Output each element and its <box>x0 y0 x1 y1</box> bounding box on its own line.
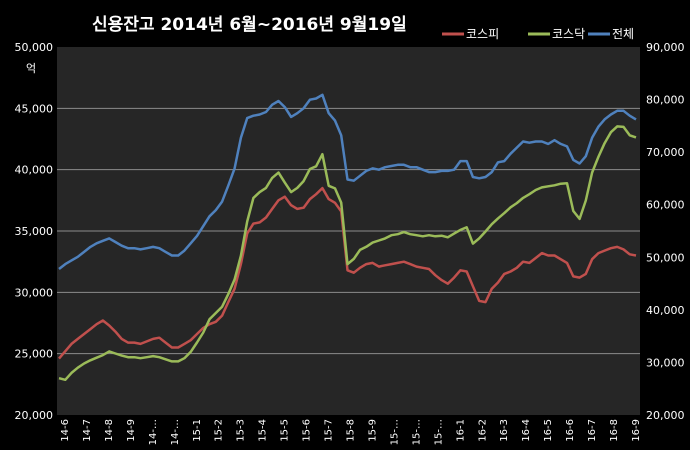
x-tick-label: 14-… <box>170 419 181 445</box>
x-tick-label: 15-3 <box>236 419 247 442</box>
x-tick-label: 14-7 <box>82 419 93 442</box>
x-tick-label: 16-7 <box>587 419 598 442</box>
x-tick-label: 14-8 <box>104 419 115 442</box>
series-line <box>58 186 637 360</box>
right-tick-label: 60,000 <box>646 199 685 212</box>
left-tick-label: 45,000 <box>15 102 54 115</box>
right-tick-label: 50,000 <box>646 251 685 264</box>
chart-title: 신용잔고 2014년 6월~2016년 9월19일 <box>92 15 407 35</box>
x-tick-label: 16-3 <box>499 419 510 442</box>
x-tick-label: 16-5 <box>543 419 554 442</box>
x-tick-label: 16-8 <box>609 419 620 442</box>
left-axis-ticks: 20,000 25,000 30,000 35,000 40,000 45,000 50,0… <box>15 41 54 422</box>
left-tick-label: 40,000 <box>15 164 54 177</box>
legend: 코스피 코스닥 전체 <box>442 27 634 41</box>
series-line <box>58 125 637 382</box>
left-tick-label: 35,000 <box>15 225 54 238</box>
right-tick-label: 80,000 <box>646 94 685 107</box>
left-tick-label: 30,000 <box>15 286 54 299</box>
series-lines <box>58 93 637 382</box>
right-tick-label: 70,000 <box>646 146 685 159</box>
left-tick-label: 20,000 <box>15 409 54 422</box>
x-tick-label: 14-… <box>148 419 159 445</box>
gridlines <box>57 107 640 355</box>
series-line <box>58 93 637 270</box>
x-tick-label: 15-8 <box>346 419 357 442</box>
left-tick-label: 50,000 <box>15 41 54 54</box>
x-tick-label: 16-2 <box>477 419 488 442</box>
x-tick-label: 15-6 <box>302 419 313 442</box>
x-tick-label: 15-5 <box>280 419 291 442</box>
right-tick-label: 40,000 <box>646 304 685 317</box>
x-tick-label: 15-7 <box>324 419 335 442</box>
x-tick-label: 15-… <box>389 419 400 445</box>
x-tick-label: 15-4 <box>258 419 269 442</box>
x-tick-label: 15-1 <box>192 419 203 442</box>
legend-label: 코스닥 <box>552 27 585 41</box>
x-tick-label: 16-6 <box>565 419 576 442</box>
x-tick-label: 15-… <box>433 419 444 445</box>
left-axis-unit: 억 <box>26 62 36 75</box>
left-tick-label: 25,000 <box>15 348 54 361</box>
right-tick-label: 30,000 <box>646 356 685 369</box>
right-tick-label: 20,000 <box>646 409 685 422</box>
x-tick-label: 14-6 <box>60 419 71 442</box>
right-tick-label: 90,000 <box>646 41 685 54</box>
right-axis-ticks: 20,000 30,000 40,000 50,000 60,000 70,000 80,0… <box>646 41 685 422</box>
x-tick-label: 15-9 <box>367 419 378 442</box>
x-axis-ticks: 14-6 14-7 14-8 14-9 14-… 14-… 15-1 15-2 15-3 15-4… <box>60 419 642 445</box>
x-tick-label: 16-9 <box>631 419 642 442</box>
x-tick-label: 15-2 <box>214 419 225 442</box>
legend-label: 전체 <box>612 27 634 41</box>
x-tick-label: 15-… <box>411 419 422 445</box>
x-tick-label: 14-9 <box>126 419 137 442</box>
legend-label: 코스피 <box>466 27 499 41</box>
x-tick-label: 16-4 <box>521 419 532 442</box>
x-tick-label: 16-1 <box>455 419 466 442</box>
